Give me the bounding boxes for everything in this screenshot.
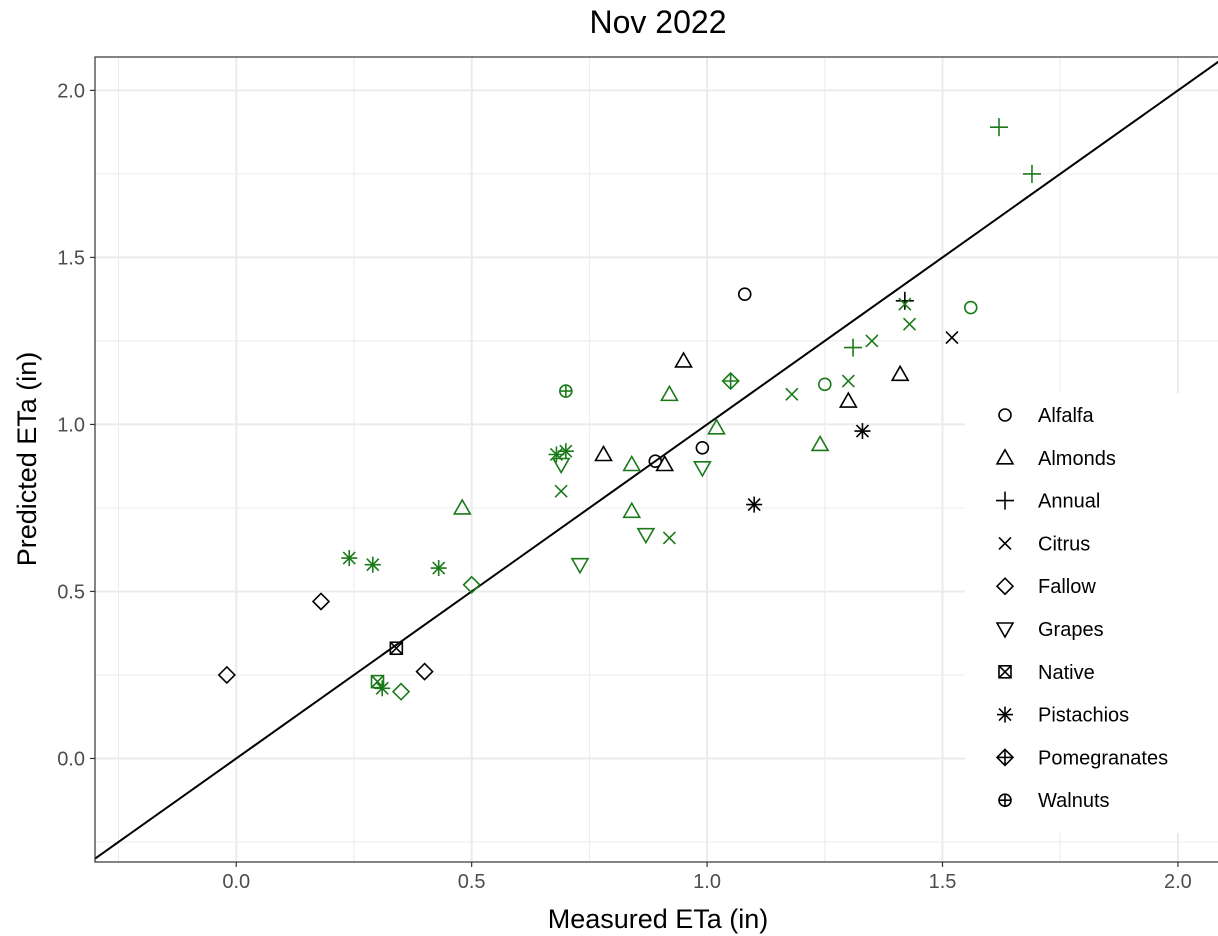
legend-label: Native (1038, 662, 1095, 684)
x-axis-ticks: 0.0 0.5 1.0 1.5 2.0 (222, 862, 1192, 893)
x-tick-label: 0.0 (222, 871, 250, 893)
data-point (311, 592, 331, 611)
x-tick-label: 1.5 (929, 871, 957, 893)
data-point (721, 371, 740, 391)
data-point (674, 351, 693, 368)
legend-key (995, 577, 1015, 596)
legend-key (995, 448, 1015, 465)
data-point (963, 300, 978, 315)
legend-label: Pistachios (1038, 705, 1129, 727)
data-point (990, 118, 1008, 137)
legend-key (998, 536, 1012, 550)
y-tick-label: 1.5 (57, 247, 85, 269)
legend-key (998, 793, 1012, 808)
x-tick-label: 1.0 (693, 871, 721, 893)
data-point (217, 665, 236, 685)
data-point (817, 377, 832, 392)
data-point (844, 338, 863, 357)
legend-label: Alfalfa (1038, 405, 1094, 427)
legend-key (997, 706, 1013, 723)
legend-label: Pomegranates (1038, 747, 1168, 769)
x-tick-label: 0.5 (458, 871, 486, 893)
legend-label: Grapes (1038, 619, 1104, 641)
legend-label: Fallow (1038, 576, 1096, 598)
data-point (551, 457, 571, 475)
x-axis-title: Measured ETa (in) (548, 904, 769, 934)
data-point (559, 384, 573, 398)
data-point (695, 441, 710, 455)
legend-label: Almonds (1038, 448, 1116, 470)
y-axis-ticks: 0.0 0.5 1.0 1.5 2.0 (57, 80, 95, 770)
data-point (865, 334, 879, 348)
data-point (364, 556, 381, 573)
data-point (415, 662, 434, 681)
legend-label: Annual (1038, 491, 1100, 513)
y-tick-label: 2.0 (57, 80, 85, 102)
data-point (554, 484, 568, 498)
y-tick-label: 1.0 (57, 414, 85, 436)
data-point (660, 384, 679, 402)
data-point (898, 297, 912, 311)
data-point (622, 501, 642, 519)
data-point (462, 575, 481, 594)
data-point (636, 527, 656, 545)
y-tick-label: 0.0 (57, 748, 85, 770)
data-point (785, 387, 799, 401)
data-point (945, 331, 959, 345)
data-point (810, 434, 830, 452)
data-point (341, 550, 358, 567)
data-points (217, 118, 1041, 701)
data-point (430, 560, 447, 577)
panel-border (94, 56, 1218, 863)
data-point (557, 443, 574, 460)
legend-key (998, 664, 1012, 679)
legend-background (965, 393, 1218, 833)
data-point (1022, 164, 1041, 183)
legend: Alfalfa Almonds Annual Citrus Fallow Grapes Na… (965, 393, 1218, 833)
legend-label: Walnuts (1038, 790, 1110, 812)
legend-key (996, 491, 1014, 510)
data-point (841, 374, 855, 388)
data-point (622, 454, 642, 472)
y-axis-title: Predicted ETa (in) (12, 352, 42, 567)
data-point (452, 498, 472, 515)
data-point (389, 641, 404, 656)
data-point (746, 496, 763, 513)
x-tick-label: 2.0 (1164, 871, 1192, 893)
legend-key (995, 748, 1015, 767)
legend-key (995, 622, 1015, 639)
legend-key (998, 408, 1012, 422)
chart-title: Nov 2022 (590, 4, 727, 40)
data-point (655, 454, 675, 472)
data-point (570, 557, 590, 575)
data-point (838, 391, 858, 408)
data-point (391, 682, 411, 701)
data-point (737, 287, 752, 301)
data-point (890, 364, 910, 382)
data-point (854, 423, 871, 440)
data-point (662, 531, 676, 545)
data-point (692, 461, 712, 478)
y-tick-label: 0.5 (57, 581, 85, 603)
data-point (902, 317, 917, 331)
data-point (374, 680, 391, 697)
legend-label: Citrus (1038, 533, 1090, 555)
data-point (707, 418, 726, 435)
data-point (594, 444, 613, 462)
data-point (895, 291, 914, 310)
